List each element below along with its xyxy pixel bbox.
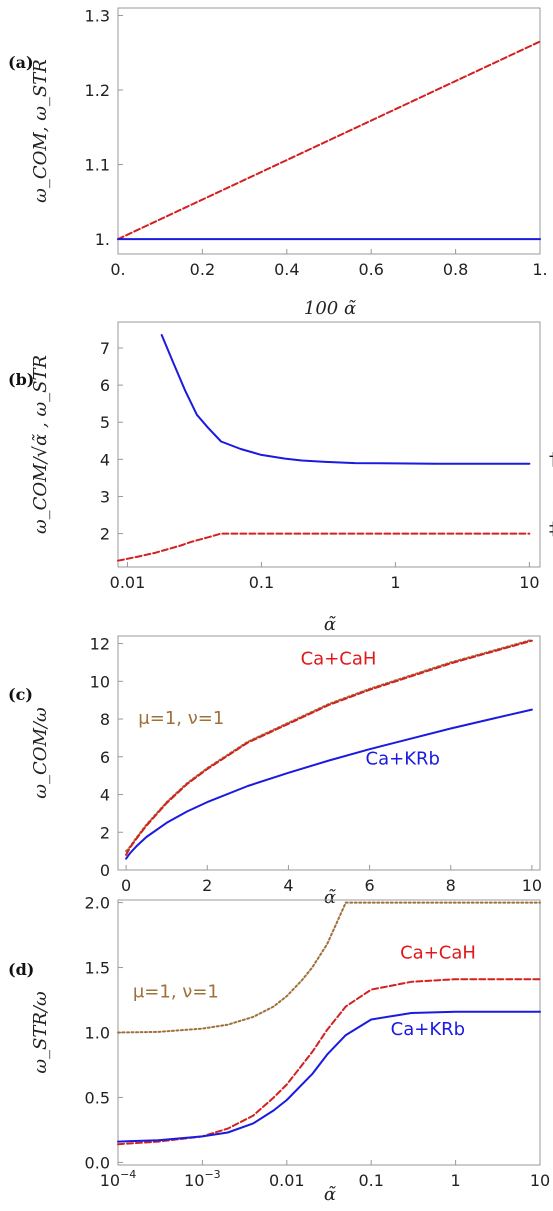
y-axis-label: ω_STR/ω <box>30 991 51 1074</box>
x-tick-label: 4 <box>283 876 293 895</box>
series-line-3 <box>125 708 533 860</box>
x-tick-exponent: −3 <box>204 1168 220 1181</box>
series-line-2 <box>125 639 533 856</box>
annotation: μ=1, ν=1 <box>133 981 219 1002</box>
series-line-2 <box>117 532 531 562</box>
y-axis-label: ω_COM/ω <box>30 707 51 799</box>
panel-label: (c) <box>8 685 33 704</box>
x-tick-label: 10 <box>522 876 542 895</box>
annotation: Ca+CaH <box>301 648 377 669</box>
y-tick-label: 5 <box>100 413 110 432</box>
annotation: μ=1, ν=1 <box>138 708 224 729</box>
x-tick-label: 10 <box>530 1171 550 1190</box>
series-line-3 <box>117 1010 541 1143</box>
y-tick-label: 1.3 <box>85 6 110 25</box>
x-axis-label: α̃ <box>324 614 336 635</box>
panel-label: (a) <box>8 53 34 72</box>
y-tick-label: 2 <box>100 823 110 842</box>
panel-label: (d) <box>8 960 34 979</box>
x-tick-label: 1. <box>532 260 547 279</box>
y-tick-label: 0.0 <box>85 1153 110 1172</box>
x-axis-label: α̃ <box>324 887 336 908</box>
x-axis-label: 100 α̃ <box>304 298 356 319</box>
x-tick-label: 1 <box>451 1171 461 1190</box>
x-tick-label: 0.1 <box>358 1171 383 1190</box>
plot-frame <box>117 635 541 871</box>
y-tick-label: 10 <box>90 672 110 691</box>
plot-frame <box>117 7 541 255</box>
panel-4: (d)10−4 10−3 0.01 0.1 1 100.00.51.01.52.0α̃ω_… <box>8 894 550 1205</box>
x-tick-label: 10−3 <box>184 1168 221 1190</box>
panel-3: (c) 0 2 4 6 8 10 0 2 4 6 8 10 12 α̃ ω_COM/ω Ca+CaH μ=1, ν… <box>8 635 542 908</box>
y-tick-label: 2 <box>100 525 110 544</box>
x-tick-label: 0. <box>110 260 125 279</box>
series-line-1 <box>160 334 531 465</box>
y-tick-label: 0.5 <box>85 1088 110 1107</box>
x-tick-label: 0.01 <box>269 1171 305 1190</box>
y-tick-label: 2.0 <box>85 894 110 913</box>
x-tick-label: 6 <box>364 876 374 895</box>
x-axis-label: α̃ <box>324 1184 336 1205</box>
y-tick-label: 12 <box>90 635 110 654</box>
series-line-1 <box>117 901 541 1034</box>
x-tick-label: 8 <box>446 876 456 895</box>
y-tick-label: 1.5 <box>85 959 110 978</box>
y-tick-label: 4 <box>100 786 110 805</box>
x-tick-label: 0.8 <box>443 260 468 279</box>
x-tick-label: 1 <box>390 573 400 592</box>
x-tick-label: 0.01 <box>110 573 146 592</box>
plot-frame <box>117 321 541 568</box>
annotation: ‡ <box>549 519 553 540</box>
x-tick-label: 0.1 <box>249 573 274 592</box>
y-tick-label: 8 <box>100 710 110 729</box>
x-tick-label: 0.2 <box>190 260 215 279</box>
y-tick-label: 3 <box>100 487 110 506</box>
x-tick-label: 2 <box>202 876 212 895</box>
annotation: † <box>549 449 553 470</box>
y-axis-label: ω_COM/√α̃ , ω_STR <box>30 355 51 534</box>
annotation: Ca+KRb <box>391 1019 465 1040</box>
y-tick-label: 6 <box>100 376 110 395</box>
y-tick-label: 7 <box>100 339 110 358</box>
y-tick-label: 4 <box>100 450 110 469</box>
series-line-1 <box>125 638 533 853</box>
y-tick-label: 1.2 <box>85 81 110 100</box>
annotation: Ca+CaH <box>400 942 476 963</box>
y-tick-label: 6 <box>100 748 110 767</box>
series-line-2 <box>117 978 541 1146</box>
y-axis-label: ω_COM, ω_STR <box>30 59 51 203</box>
x-tick-label: 0 <box>121 876 131 895</box>
series-line-1 <box>117 40 541 241</box>
x-tick-exponent: −4 <box>120 1168 136 1181</box>
panel-1: (a) 0. 0.2 0.4 0.6 0.8 1. 1. 1.1 1.2 1.3 100 α̃ ω_CO… <box>8 6 548 319</box>
annotation: Ca+KRb <box>366 748 440 769</box>
y-tick-label: 0 <box>100 861 110 880</box>
panel-2: (b) 0.01 0.1 1 10 2 3 4 5 6 7 α̃ ω_COM/√α̃ , ω_STR † ‡ <box>8 321 553 635</box>
panel-label: (b) <box>8 370 34 389</box>
y-tick-label: 1.1 <box>85 156 110 175</box>
y-tick-label: 1.0 <box>85 1024 110 1043</box>
x-tick-label: 0.4 <box>274 260 299 279</box>
x-tick-label: 0.6 <box>358 260 383 279</box>
y-tick-label: 1. <box>95 230 110 249</box>
x-tick-label: 10 <box>519 573 539 592</box>
